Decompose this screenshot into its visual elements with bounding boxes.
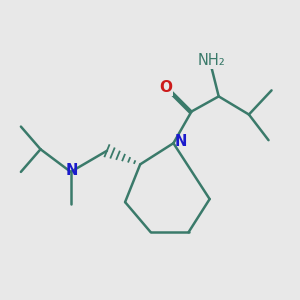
Text: N: N: [66, 163, 78, 178]
Text: O: O: [159, 80, 172, 95]
Text: N: N: [175, 134, 187, 149]
Text: NH₂: NH₂: [197, 53, 225, 68]
